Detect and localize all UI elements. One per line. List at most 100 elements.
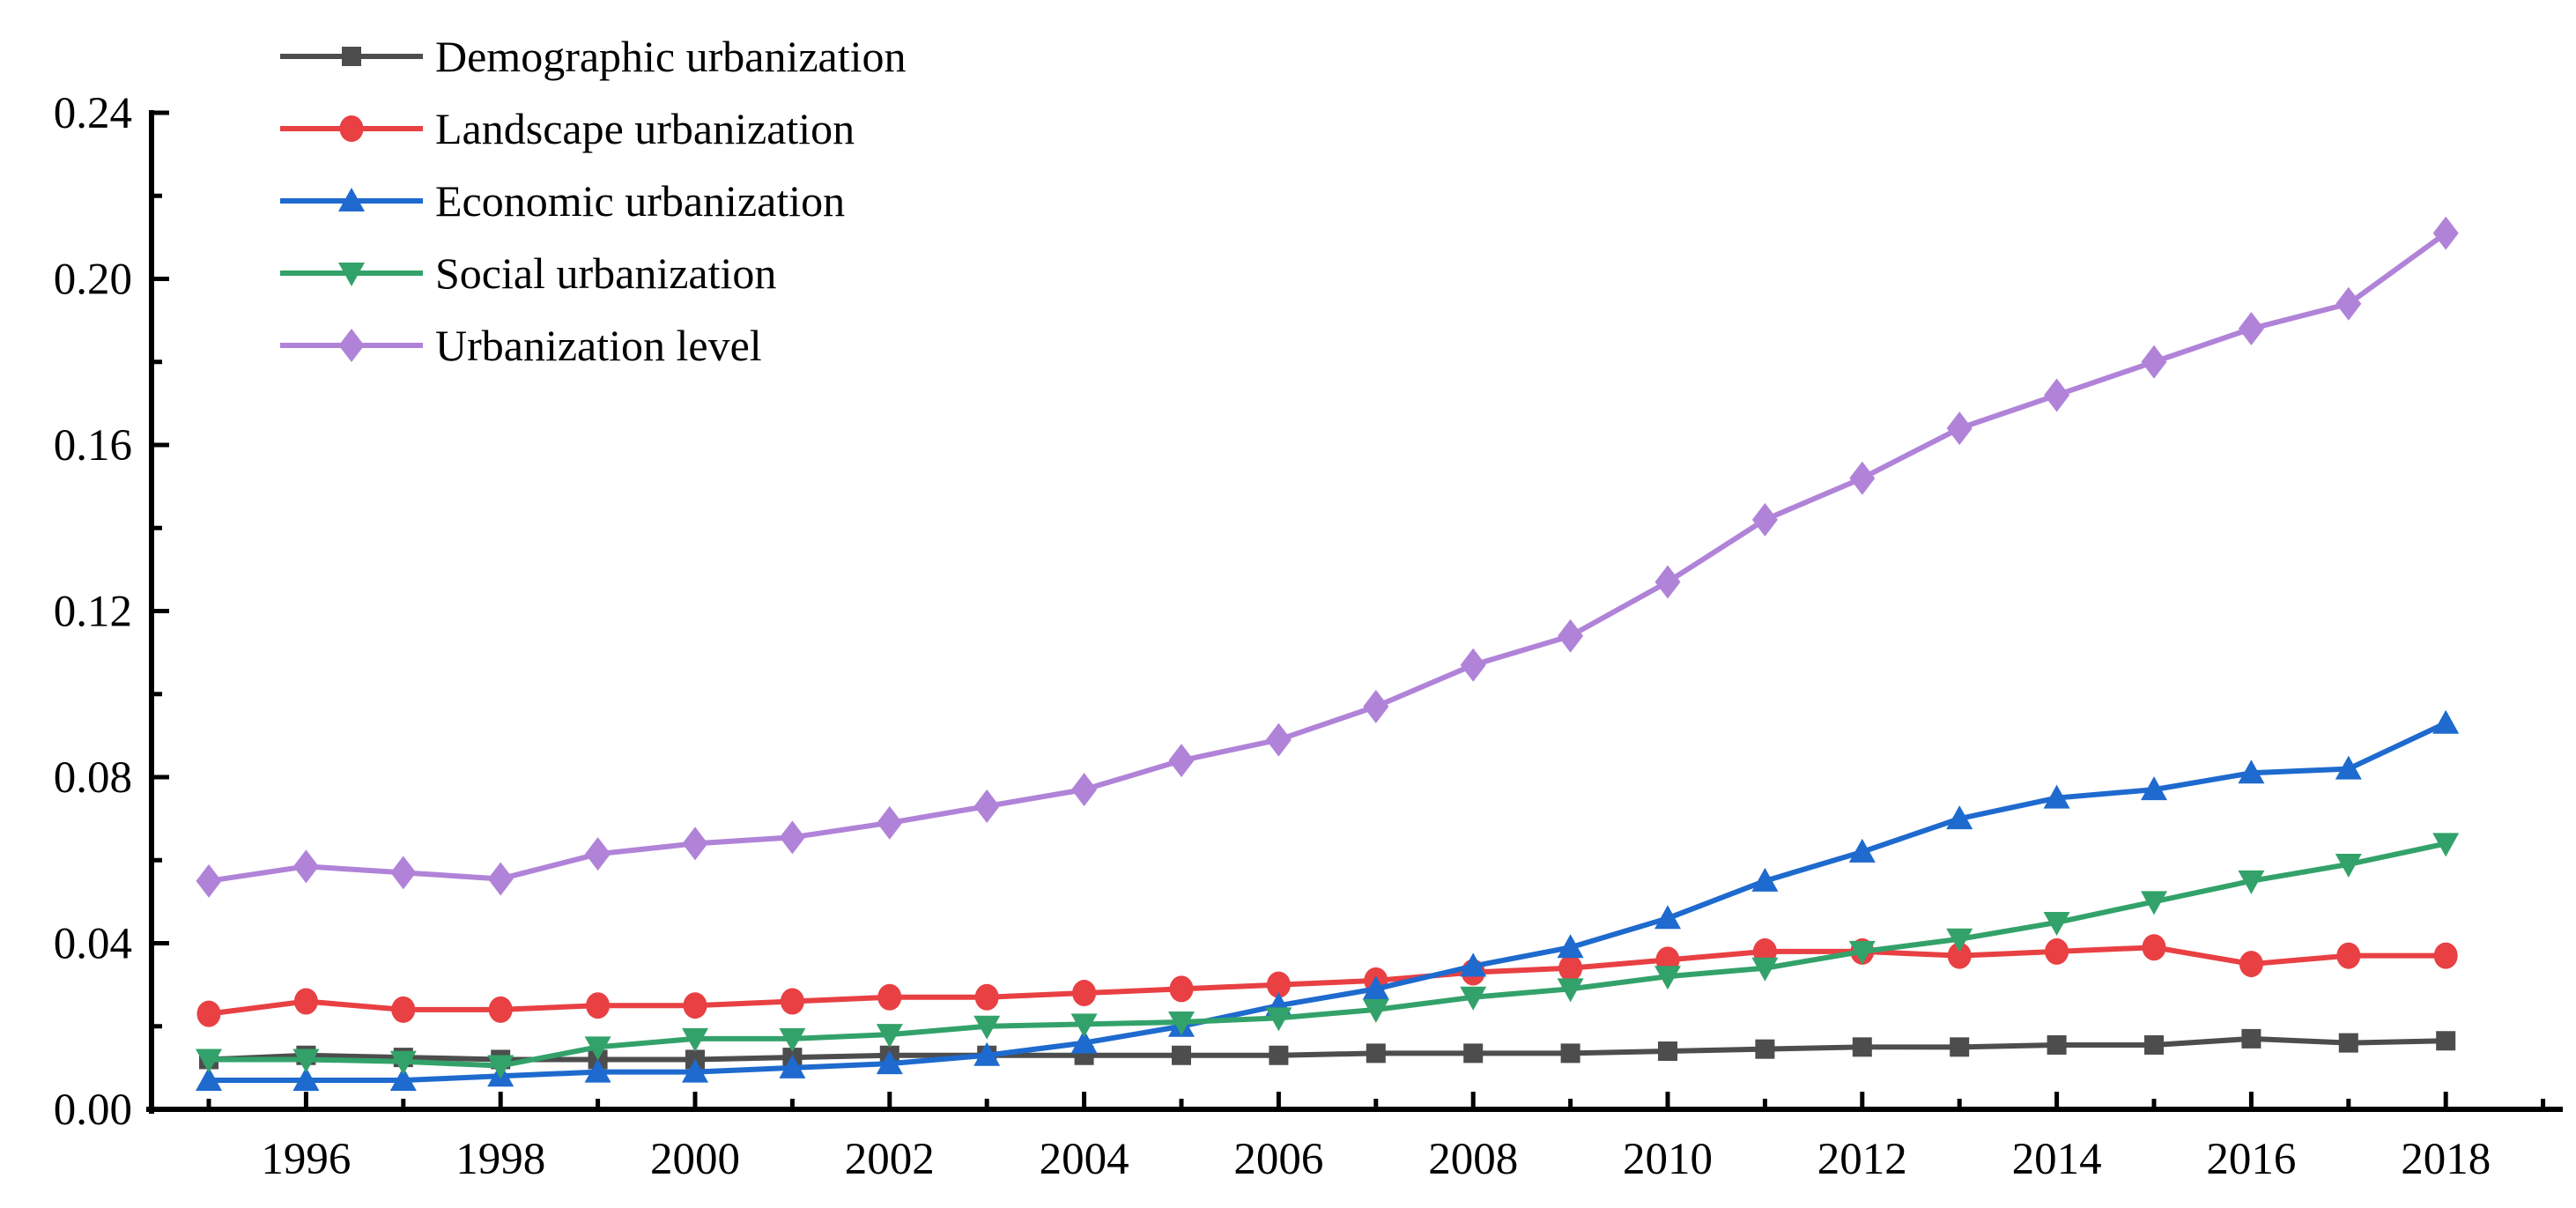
data-point-marker-economic-urbanization [1362,975,1389,1000]
data-point-marker-economic-urbanization [1557,934,1584,959]
x-tick-label: 2008 [1428,1135,1518,1184]
data-point-marker-urbanization-level [585,837,611,871]
data-point-marker-economic-urbanization [876,1050,903,1075]
data-point-marker-demographic-urbanization [1366,1043,1386,1063]
legend-triangle-down-marker-icon [338,263,365,286]
y-tick-label: 0.12 [54,588,132,637]
data-point-marker-urbanization-level [973,789,1000,823]
data-series [196,216,2460,1092]
data-point-marker-urbanization-level [1946,411,1973,446]
data-point-marker-social-urbanization [2141,891,2167,915]
data-point-marker-economic-urbanization [1751,867,1779,892]
legend-label: Urbanization level [435,321,762,370]
legend-item-landscape-urbanization: Landscape urbanization [280,104,855,153]
data-point-marker-social-urbanization [1654,966,1681,990]
y-tick-label: 0.16 [54,421,132,471]
data-point-marker-urbanization-level [1363,689,1389,723]
data-point-marker-economic-urbanization [196,1067,222,1092]
data-point-marker-economic-urbanization [2238,760,2265,784]
data-point-marker-social-urbanization [1362,998,1389,1023]
data-point-marker-urbanization-level [1751,502,1778,537]
x-tick-label: 1998 [455,1135,545,1184]
legend-square-marker-icon [342,47,361,66]
data-point-marker-landscape-urbanization [196,1000,221,1027]
data-point-marker-social-urbanization [1460,986,1487,1011]
x-tick-label: 2010 [1623,1135,1713,1184]
data-point-marker-urbanization-level [1654,565,1681,599]
data-point-marker-economic-urbanization [1848,838,1876,863]
y-tick-label: 0.24 [54,89,132,138]
axes [146,110,2563,1114]
data-point-marker-social-urbanization [1265,1007,1292,1032]
data-point-marker-demographic-urbanization [1560,1043,1580,1063]
data-point-marker-economic-urbanization [2432,709,2460,734]
data-point-marker-social-urbanization [682,1027,708,1052]
data-point-marker-urbanization-level [1558,619,1584,653]
data-point-marker-social-urbanization [2432,833,2460,857]
data-point-marker-social-urbanization [292,1049,320,1073]
data-point-marker-social-urbanization [1946,928,1973,952]
legend-item-social-urbanization: Social urbanization [280,248,776,298]
legend-label: Economic urbanization [435,176,845,226]
x-tick-label: 2002 [845,1135,935,1184]
series-economic-urbanization [196,709,2460,1092]
legend-label: Social urbanization [435,248,776,298]
data-point-marker-urbanization-level [2238,312,2264,346]
data-point-marker-urbanization-level [487,862,514,896]
data-point-marker-urbanization-level [779,820,805,855]
series-line-urbanization-level [206,230,2449,884]
data-point-marker-landscape-urbanization [2045,937,2069,965]
data-point-marker-demographic-urbanization [1755,1039,1775,1059]
data-point-marker-urbanization-level [1071,773,1098,807]
data-point-marker-economic-urbanization [682,1058,708,1083]
legend: Demographic urbanization Landscape urbani… [280,32,907,370]
data-point-marker-social-urbanization [487,1055,514,1079]
data-point-marker-social-urbanization [584,1036,611,1061]
data-point-marker-social-urbanization [1848,940,1876,965]
data-point-marker-social-urbanization [389,1050,417,1075]
data-point-marker-demographic-urbanization [2047,1034,2067,1055]
x-tick-label: 2014 [2012,1135,2102,1184]
data-point-marker-landscape-urbanization [293,988,318,1015]
data-point-marker-social-urbanization [2238,870,2265,894]
data-point-marker-social-urbanization [1751,957,1779,982]
data-point-marker-economic-urbanization [1946,805,1973,830]
y-tick-label: 0.08 [54,753,132,803]
x-tick-label: 1996 [261,1135,351,1184]
data-point-marker-urbanization-level [1265,723,1292,757]
data-point-marker-urbanization-level [877,805,903,840]
data-point-marker-economic-urbanization [973,1041,1001,1066]
data-point-marker-economic-urbanization [584,1058,611,1083]
legend-label: Demographic urbanization [435,32,907,81]
legend-item-urbanization-level: Urbanization level [280,321,762,370]
data-point-marker-economic-urbanization [389,1067,417,1092]
data-point-marker-economic-urbanization [2335,755,2362,780]
data-point-marker-urbanization-level [2141,345,2167,379]
data-point-marker-landscape-urbanization [1266,971,1291,998]
series-line-demographic-urbanization [206,1035,2449,1063]
legend-diamond-marker-icon [338,329,365,362]
data-point-marker-landscape-urbanization [780,988,804,1015]
x-axis-tick-labels: 1996 1998 2000 2002 2004 2006 2008 2010 2012 2014… [261,1135,2491,1184]
data-point-marker-social-urbanization [1168,1012,1195,1036]
data-point-marker-social-urbanization [196,1049,222,1073]
y-tick-label: 0.04 [54,920,132,969]
y-axis-tick-labels: 0.00 0.04 0.08 0.12 0.16 0.20 0.24 [54,89,132,1135]
data-point-marker-demographic-urbanization [1172,1045,1191,1065]
x-tick-label: 2004 [1040,1135,1129,1184]
data-point-marker-urbanization-level [196,863,222,898]
data-point-marker-social-urbanization [876,1024,903,1049]
data-point-marker-landscape-urbanization [2142,934,2166,961]
data-point-marker-social-urbanization [973,1015,1001,1040]
data-point-marker-social-urbanization [2335,853,2362,878]
x-tick-label: 2012 [1817,1135,1907,1184]
series-line-economic-urbanization [206,720,2449,1084]
data-point-marker-landscape-urbanization [974,983,999,1011]
series-line-landscape-urbanization [206,945,2449,1017]
data-point-marker-economic-urbanization [1460,952,1487,977]
data-point-marker-social-urbanization [1070,1013,1098,1038]
data-point-marker-economic-urbanization [779,1054,806,1078]
series-line-social-urbanization [206,841,2449,1069]
data-point-marker-landscape-urbanization [1169,975,1194,1003]
